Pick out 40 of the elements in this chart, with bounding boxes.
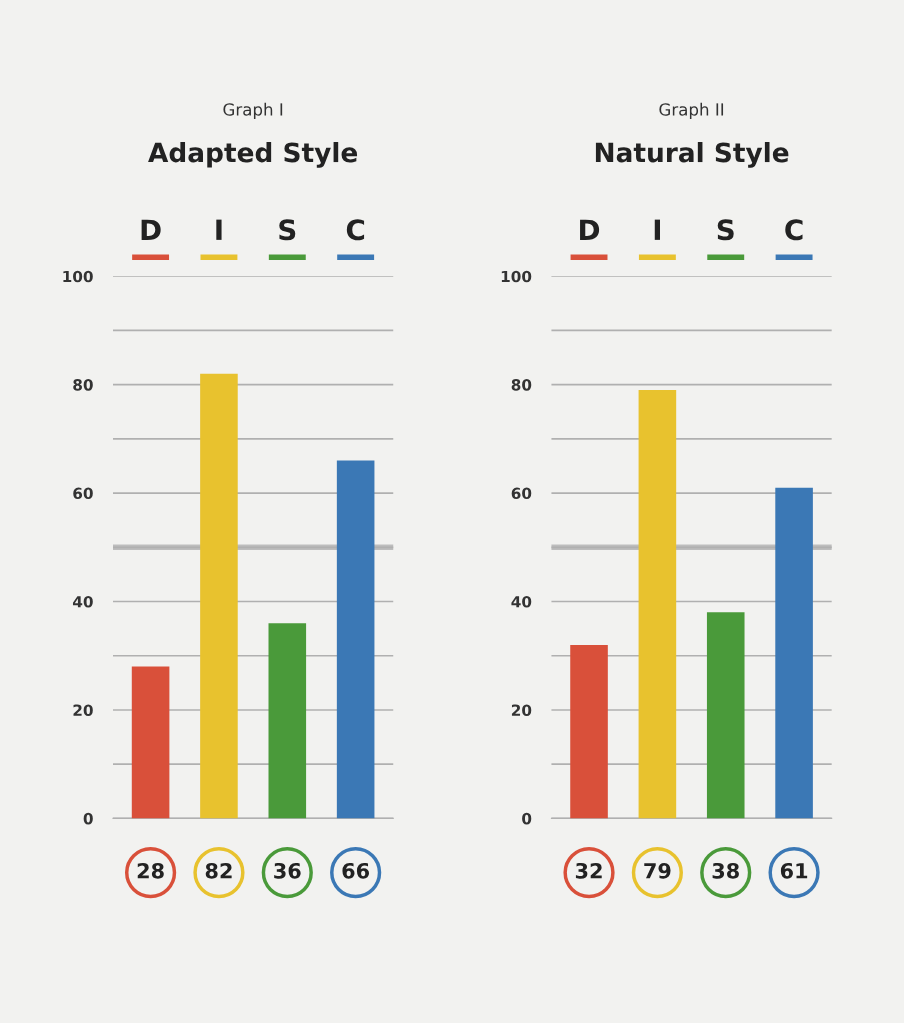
- data-label: 32: [575, 862, 602, 879]
- data-label: 66: [342, 862, 370, 879]
- bar: [775, 487, 813, 819]
- y-tick-label: 0: [83, 812, 93, 825]
- x-tick-label: I: [654, 219, 660, 240]
- y-tick-label: 40: [72, 595, 93, 608]
- chart-title: Natural Style: [595, 142, 789, 168]
- data-label: 28: [137, 862, 164, 879]
- chart-subtitle: Graph II: [659, 102, 724, 119]
- bar: [570, 644, 608, 819]
- y-tick-label: 20: [511, 704, 532, 716]
- chart-title: Adapted Style: [148, 142, 358, 168]
- chart-subtitle: Graph I: [223, 102, 283, 119]
- y-tick-label: 60: [511, 487, 532, 500]
- x-tick-label: I: [216, 219, 222, 240]
- y-tick-label: 80: [73, 379, 93, 391]
- y-tick-label: 20: [73, 704, 93, 716]
- x-tick-label: C: [346, 219, 365, 241]
- y-tick-label: 60: [73, 487, 93, 500]
- data-label: 36: [274, 862, 301, 879]
- x-tick-label: S: [279, 219, 296, 241]
- data-label: 82: [205, 862, 232, 879]
- x-tick-label: S: [717, 219, 734, 241]
- bar: [131, 666, 170, 819]
- x-tick-label: C: [785, 219, 803, 241]
- y-tick-label: 100: [63, 270, 93, 283]
- bar: [200, 373, 238, 819]
- y-tick-label: 0: [522, 812, 532, 825]
- x-tick-label: D: [580, 219, 600, 240]
- data-label: 79: [644, 862, 671, 879]
- y-tick-label: 40: [511, 595, 532, 608]
- bar: [268, 623, 307, 819]
- y-tick-label: 100: [501, 270, 532, 283]
- bar: [706, 612, 745, 819]
- data-label: 38: [712, 862, 739, 879]
- bar: [336, 460, 375, 819]
- x-tick-label: D: [141, 219, 161, 240]
- bar: [638, 390, 677, 819]
- data-label: 61: [780, 862, 808, 879]
- y-tick-label: 80: [511, 379, 532, 391]
